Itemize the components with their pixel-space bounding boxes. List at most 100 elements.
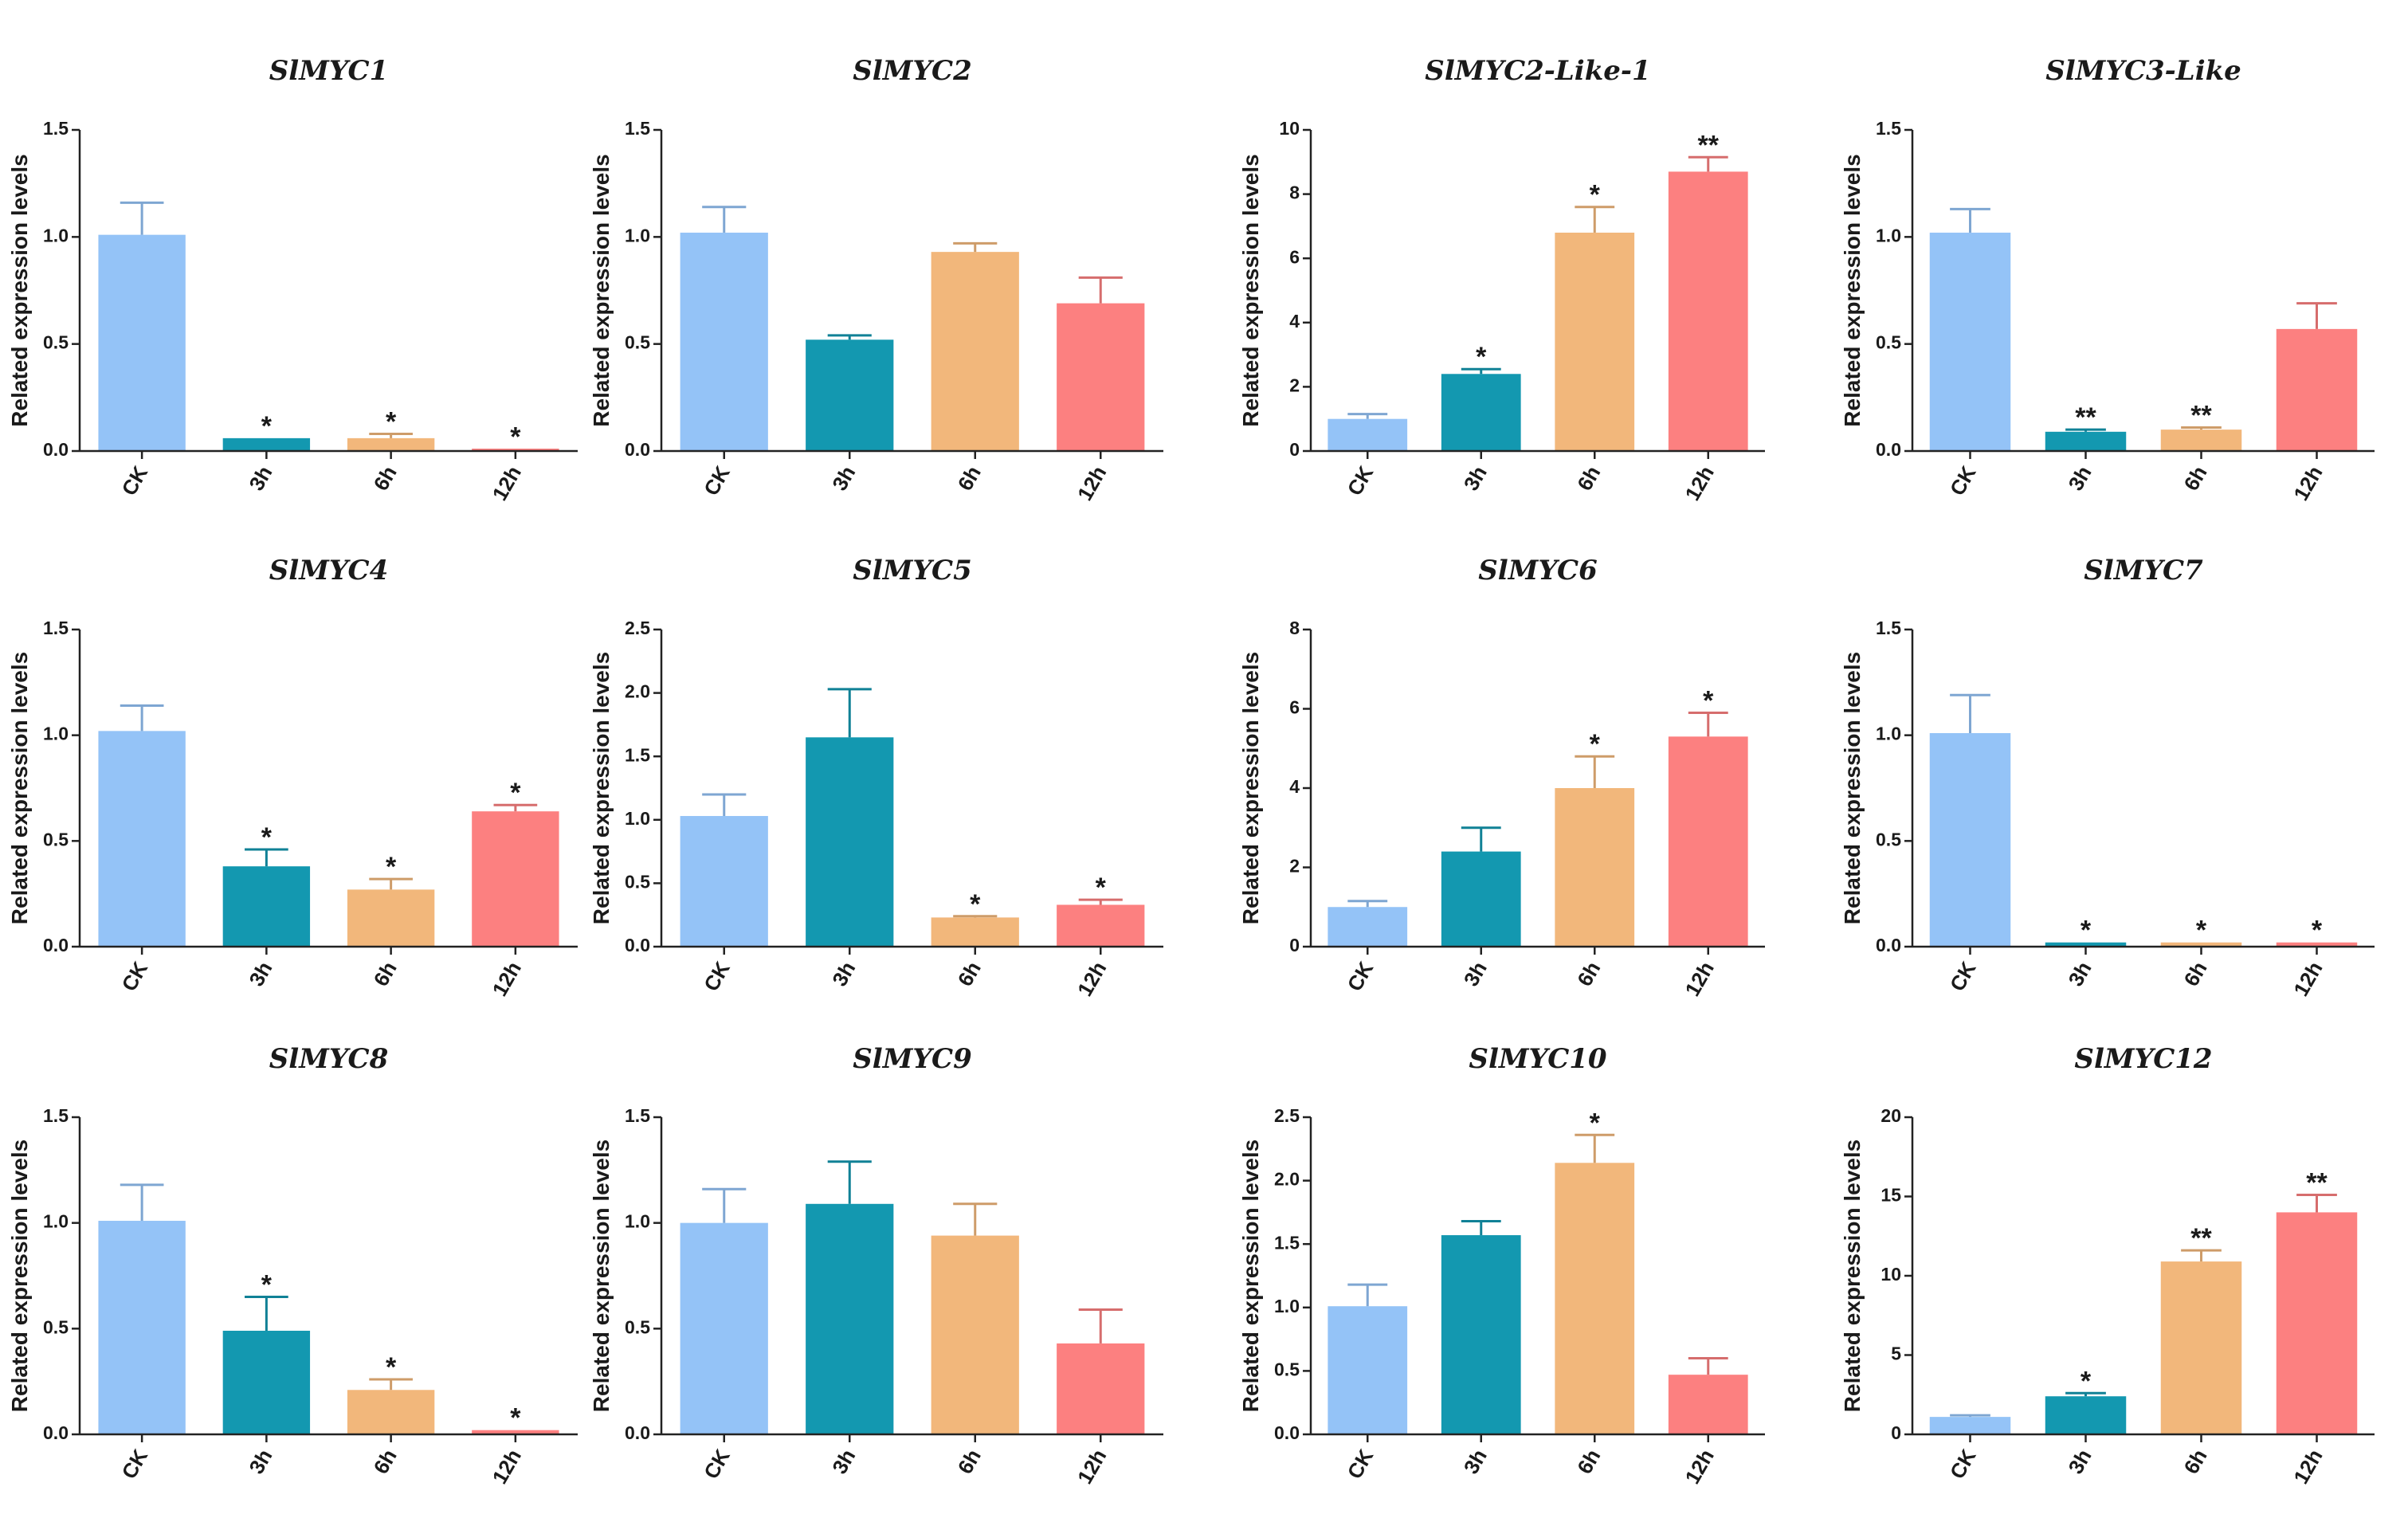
chart-panel-3: SlMYC2-Like-1 Related expression levels CK…	[1238, 55, 1765, 504]
x-tick-label: 6h	[2179, 957, 2211, 990]
significance-mark: *	[261, 822, 273, 853]
chart-title: SlMYC1	[269, 55, 389, 87]
y-tick-label: 1.5	[625, 744, 650, 765]
y-tick-label: 2	[1289, 856, 1300, 877]
y-axis-label: Related expression levels	[589, 154, 614, 426]
y-tick-label: 1.5	[625, 1105, 650, 1126]
bar-ck	[680, 1222, 768, 1434]
bar-12h	[1057, 1343, 1145, 1434]
bar-12h	[1668, 736, 1748, 947]
bar-ck	[1929, 232, 2011, 451]
x-tick-label: 12h	[1681, 957, 1719, 1000]
y-tick-label: 1.0	[625, 808, 650, 829]
x-tick-label: CK	[1945, 1445, 1981, 1483]
x-tick-label: CK	[1343, 461, 1379, 500]
chart-title: SlMYC3-Like	[2045, 55, 2241, 87]
bar-12h	[2276, 942, 2358, 947]
x-tick-label: 12h	[2288, 1445, 2327, 1488]
significance-mark: *	[2081, 1366, 2092, 1396]
significance-mark: *	[2312, 916, 2323, 946]
bar-ck	[1328, 1306, 1408, 1434]
y-tick-label: 0.5	[43, 829, 69, 849]
y-tick-label: 1.5	[1876, 118, 1901, 139]
y-axis-label: Related expression levels	[7, 1140, 32, 1412]
y-tick-label: 5	[1891, 1344, 1901, 1364]
significance-mark: *	[510, 1403, 521, 1434]
chart-title: SlMYC9	[853, 1043, 972, 1075]
bar-12h	[1668, 171, 1748, 451]
significance-mark: *	[1476, 342, 1487, 372]
bar-12h	[1057, 303, 1145, 451]
y-tick-label: 1.0	[43, 1211, 69, 1232]
y-tick-label: 1.5	[43, 1105, 69, 1126]
bar-12h	[2276, 328, 2358, 451]
bar-3h	[2045, 942, 2127, 947]
y-axis-label: Related expression levels	[589, 652, 614, 924]
bar-ck	[1929, 1417, 2011, 1434]
chart-title: SlMYC2	[853, 55, 972, 87]
bar-3h	[806, 339, 894, 451]
y-tick-label: 0.5	[625, 332, 650, 353]
x-tick-label: 6h	[953, 461, 986, 494]
significance-mark: *	[510, 778, 521, 808]
y-tick-label: 0.0	[1876, 439, 1901, 460]
significance-mark: *	[970, 889, 981, 920]
y-axis-label: Related expression levels	[589, 1140, 614, 1412]
x-tick-label: 12h	[1073, 957, 1111, 1000]
y-tick-label: 8	[1289, 618, 1300, 638]
chart-title: SlMYC8	[269, 1043, 389, 1075]
chart-panel-12: SlMYC12 Related expression levels CK * 3h ** 6…	[1840, 1043, 2375, 1488]
chart-panel-6: SlMYC5 Related expression levels CK 3h * 6h * 1…	[589, 555, 1163, 1000]
bar-3h	[1441, 851, 1521, 947]
y-tick-label: 8	[1289, 182, 1300, 203]
bar-12h	[472, 449, 559, 451]
bar-3h	[806, 737, 894, 947]
significance-mark: **	[2190, 400, 2212, 430]
x-tick-label: 3h	[244, 461, 276, 494]
y-tick-label: 10	[1881, 1264, 1901, 1285]
y-tick-label: 0.5	[43, 1316, 69, 1337]
y-tick-label: 0.5	[625, 871, 650, 892]
y-tick-label: 0.5	[1876, 332, 1901, 353]
bar-ck	[98, 234, 186, 451]
chart-title: SlMYC12	[2074, 1043, 2212, 1075]
x-tick-label: 3h	[244, 1445, 276, 1477]
significance-mark: **	[2075, 402, 2096, 433]
significance-mark: *	[2081, 916, 2092, 946]
y-tick-label: 1.5	[1274, 1232, 1300, 1253]
significance-mark: *	[386, 852, 397, 882]
chart-title: SlMYC4	[269, 555, 389, 586]
y-tick-label: 0.5	[1876, 829, 1901, 849]
significance-mark: *	[261, 1270, 273, 1300]
chart-panel-2: SlMYC2 Related expression levels CK 3h 6h 12h…	[589, 55, 1163, 504]
x-tick-label: CK	[117, 1445, 153, 1483]
y-tick-label: 20	[1881, 1105, 1901, 1126]
y-tick-label: 0.5	[1274, 1359, 1300, 1379]
x-tick-label: 12h	[488, 957, 526, 1000]
bar-6h	[1555, 788, 1635, 947]
bar-ck	[1328, 418, 1408, 451]
y-tick-label: 1.5	[1876, 618, 1901, 638]
chart-panel-1: SlMYC1 Related expression levels CK * 3h * 6h *…	[7, 55, 578, 504]
y-tick-label: 10	[1279, 118, 1300, 139]
x-tick-label: 6h	[2179, 461, 2211, 494]
significance-mark: **	[2306, 1168, 2328, 1198]
significance-mark: *	[1096, 873, 1107, 903]
bar-ck	[680, 816, 768, 947]
x-tick-label: 6h	[369, 957, 402, 990]
x-tick-label: 12h	[2288, 957, 2327, 1000]
x-tick-label: CK	[1945, 957, 1981, 995]
x-tick-label: 6h	[953, 1445, 986, 1477]
y-axis-label: Related expression levels	[1238, 1140, 1263, 1412]
y-tick-label: 0.0	[625, 1422, 650, 1443]
significance-mark: *	[1590, 180, 1601, 210]
x-tick-label: 6h	[1572, 957, 1605, 990]
x-tick-label: CK	[699, 461, 735, 500]
x-tick-label: CK	[699, 1445, 735, 1483]
y-tick-label: 2.0	[1274, 1169, 1300, 1190]
significance-mark: **	[1698, 130, 1720, 160]
bar-ck	[98, 1221, 186, 1434]
bar-6h	[1555, 1163, 1635, 1434]
y-tick-label: 1.0	[1876, 225, 1901, 245]
x-tick-label: CK	[699, 957, 735, 995]
